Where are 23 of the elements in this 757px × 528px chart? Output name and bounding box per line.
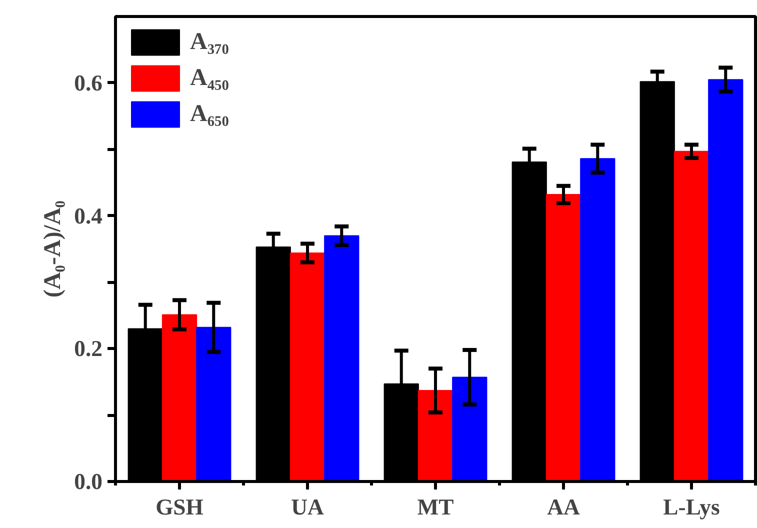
x-tick-label: GSH xyxy=(156,494,204,520)
y-axis-title: (A₀-A)/A₀ xyxy=(40,200,66,298)
x-tick-label: MT xyxy=(417,494,454,520)
legend-label: A₃₇₀ xyxy=(190,28,229,56)
x-tick-label: AA xyxy=(547,494,580,520)
y-tick-label: 0.6 xyxy=(74,70,103,96)
bar xyxy=(708,79,744,482)
bar xyxy=(546,194,582,482)
bar xyxy=(418,390,454,482)
bar xyxy=(290,252,326,482)
bar xyxy=(324,235,360,482)
x-tick-label: L-Lys xyxy=(663,494,720,520)
x-tick-label: UA xyxy=(291,494,324,520)
y-tick-label: 0.0 xyxy=(74,469,103,494)
y-tick-label: 0.2 xyxy=(74,336,103,362)
legend-label: A₆₅₀ xyxy=(190,100,229,128)
y-tick-label: 0.4 xyxy=(74,203,103,228)
bar xyxy=(452,376,488,482)
bar xyxy=(162,314,198,482)
bar xyxy=(674,150,710,482)
bar xyxy=(196,326,232,482)
bar xyxy=(580,158,616,482)
legend-label: A₄₅₀ xyxy=(190,64,229,92)
